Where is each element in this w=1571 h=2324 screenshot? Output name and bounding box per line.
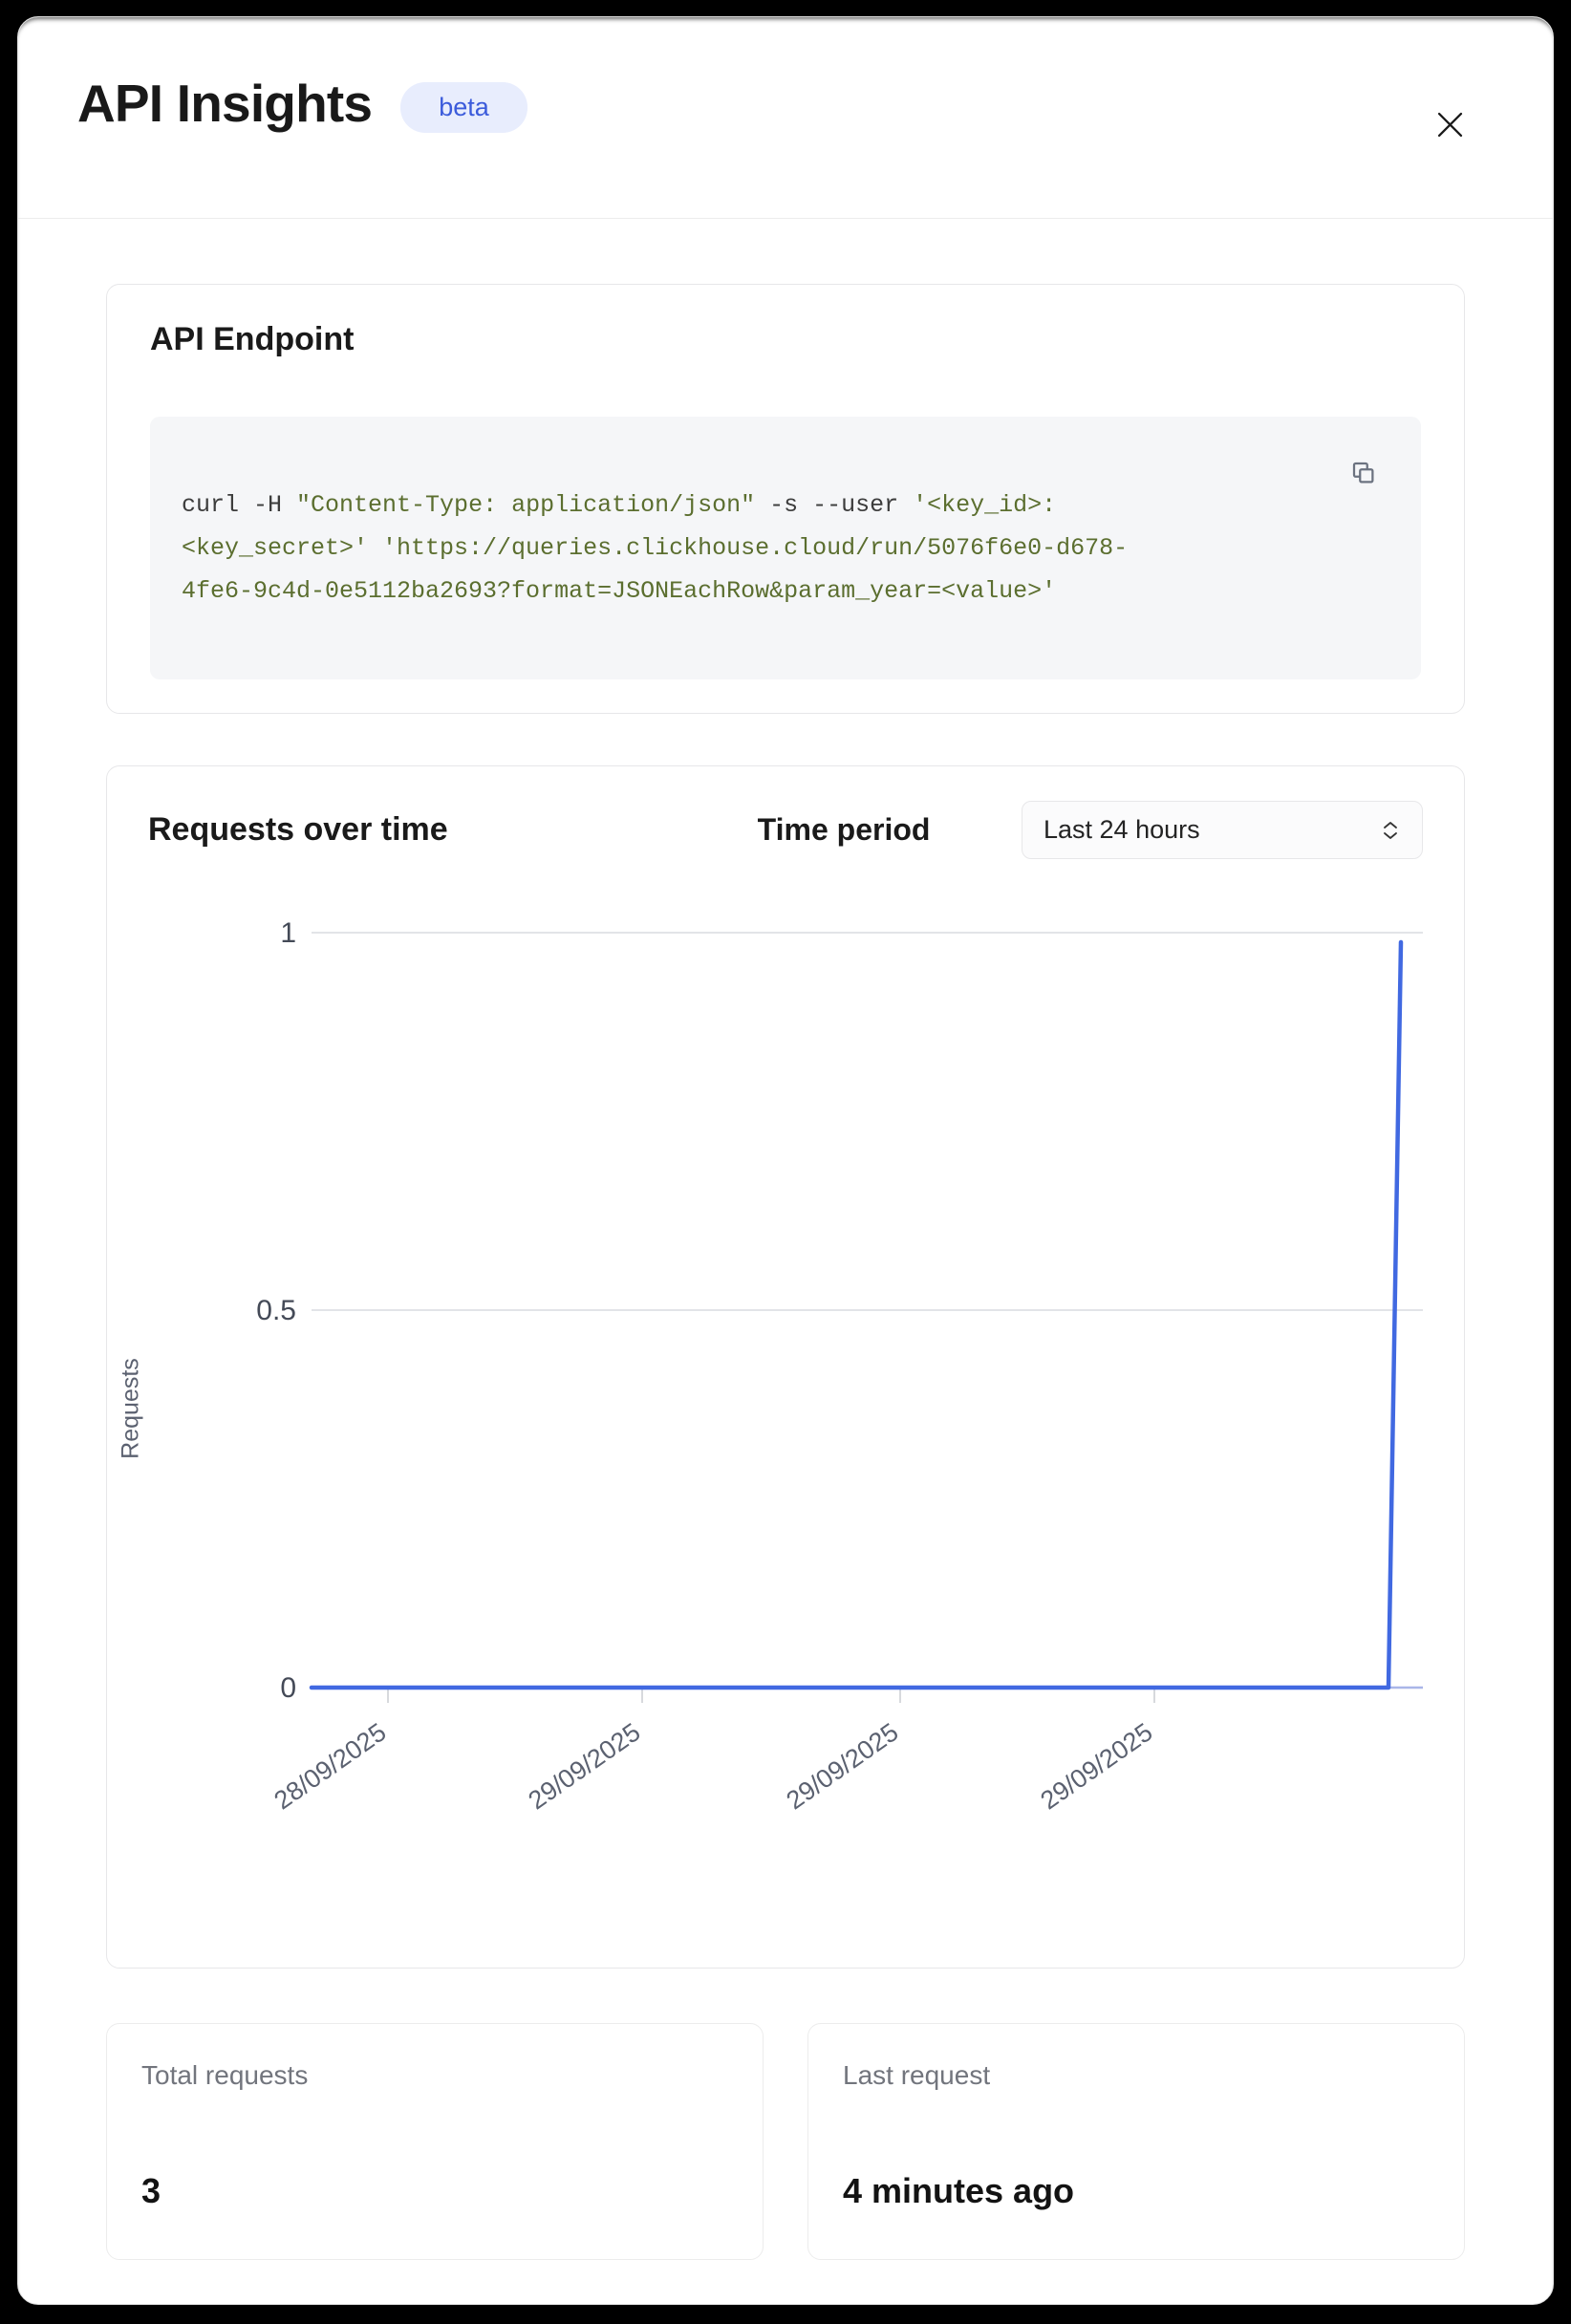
svg-text:1: 1 bbox=[280, 917, 296, 949]
svg-text:0: 0 bbox=[280, 1672, 296, 1704]
svg-text:29/09/2025: 29/09/2025 bbox=[524, 1717, 646, 1815]
svg-text:29/09/2025: 29/09/2025 bbox=[782, 1717, 904, 1815]
svg-text:0.5: 0.5 bbox=[256, 1295, 296, 1326]
svg-text:28/09/2025: 28/09/2025 bbox=[269, 1717, 392, 1815]
svg-text:29/09/2025: 29/09/2025 bbox=[1036, 1717, 1158, 1815]
